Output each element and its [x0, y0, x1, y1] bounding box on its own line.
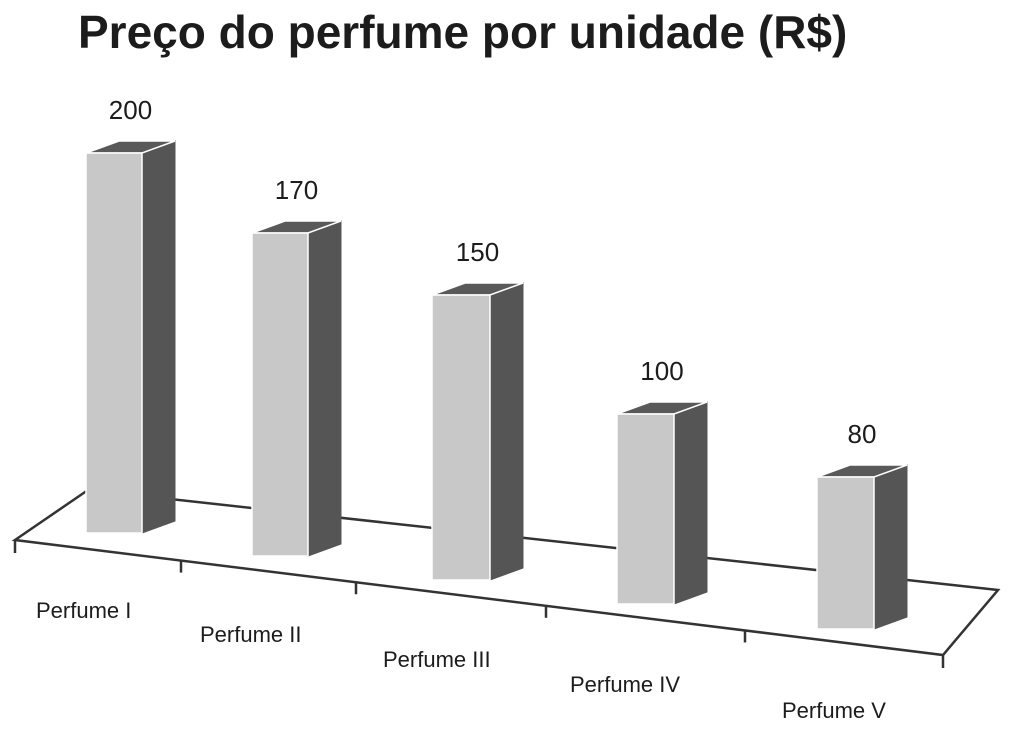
- value-label: 170: [275, 175, 318, 205]
- bar-front-face: [816, 476, 875, 630]
- bar-side-face: [307, 220, 342, 557]
- bar-4: 100: [616, 356, 708, 605]
- bar-front-face: [431, 294, 491, 581]
- category-label: Perfume III: [383, 647, 491, 672]
- chart-title: Preço do perfume por unidade (R$): [78, 6, 847, 58]
- category-label: Perfume IV: [570, 672, 680, 697]
- chart-floor: [11, 488, 1001, 668]
- floor-plane: [11, 488, 1001, 657]
- bar-front-face: [616, 413, 675, 605]
- bar-side-face: [489, 282, 524, 581]
- value-label: 80: [848, 419, 877, 449]
- bar-front-face: [85, 152, 143, 534]
- category-label: Perfume I: [36, 598, 131, 623]
- category-labels: Perfume I Perfume II Perfume III Perfume IV…: [36, 598, 886, 723]
- value-label: 100: [640, 356, 683, 386]
- bar-side-face: [673, 401, 708, 605]
- value-label: 200: [109, 95, 152, 125]
- bar-2: 170: [251, 175, 342, 557]
- bar-front-face: [251, 232, 309, 557]
- value-label: 150: [456, 237, 499, 267]
- category-label: Perfume V: [782, 698, 886, 723]
- category-label: Perfume II: [200, 622, 301, 647]
- bar-5: 80: [816, 419, 908, 630]
- bars: 200 170 150 100 80: [85, 95, 908, 630]
- bar-side-face: [141, 140, 176, 534]
- bar-side-face: [873, 464, 908, 630]
- bar-1: 200: [85, 95, 176, 534]
- bar-3: 150: [431, 237, 524, 581]
